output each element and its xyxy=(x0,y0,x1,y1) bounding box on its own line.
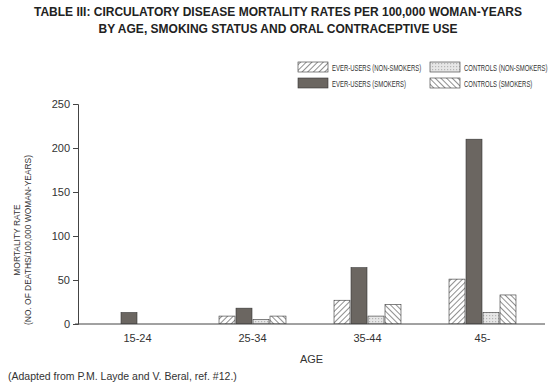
legend-swatch xyxy=(298,78,328,88)
x-tick: 35-44 xyxy=(353,332,381,344)
bar xyxy=(385,305,401,324)
x-tick: 45- xyxy=(475,332,491,344)
y-tick-mark xyxy=(73,192,78,193)
y-tick: 100 xyxy=(52,230,78,242)
legend-label: CONTROLS (NON-SMOKERS) xyxy=(464,63,548,73)
x-tick: 25-34 xyxy=(238,332,266,344)
source-note: (Adapted from P.M. Layde and V. Beral, r… xyxy=(8,370,237,382)
legend-swatch xyxy=(430,62,460,72)
bars xyxy=(121,139,516,324)
bar xyxy=(368,316,384,324)
y-tick-mark xyxy=(73,236,78,237)
bar xyxy=(500,295,516,324)
chart-container: TABLE III: CIRCULATORY DISEASE MORTALITY… xyxy=(0,0,556,386)
x-axis-title: AGE xyxy=(300,353,323,365)
legend-label: EVER-USERS (SMOKERS) xyxy=(332,79,406,89)
bar-series xyxy=(270,295,516,324)
bar xyxy=(351,268,367,324)
x-tick-label: 45- xyxy=(475,332,491,344)
bar xyxy=(334,300,350,324)
legend-label: EVER-USERS (NON-SMOKERS) xyxy=(332,63,421,73)
legend: EVER-USERS (NON-SMOKERS) EVER-USERS (SMOK… xyxy=(298,62,548,89)
x-tick-label: 35-44 xyxy=(353,332,381,344)
y-tick-label: 200 xyxy=(52,142,70,154)
bar xyxy=(219,316,235,324)
title-line: BY AGE, SMOKING STATUS AND ORAL CONTRACE… xyxy=(99,22,458,36)
bar xyxy=(483,313,499,324)
y-axis-title: MORTALITY RATE xyxy=(11,204,22,275)
y-tick: 200 xyxy=(52,142,78,154)
bar xyxy=(253,320,269,324)
bar-series xyxy=(253,313,499,324)
chart-svg: TABLE III: CIRCULATORY DISEASE MORTALITY… xyxy=(0,0,556,386)
y-tick: 50 xyxy=(58,274,78,286)
y-axis-line xyxy=(73,105,79,325)
y-tick: 150 xyxy=(52,186,78,198)
bar xyxy=(449,279,465,324)
x-tick: 15-24 xyxy=(123,332,151,344)
y-tick-label: 0 xyxy=(64,318,70,330)
bar-series xyxy=(219,279,465,324)
y-axis-title: (NO. OF DEATHS/100,000 WOMAN-YEARS) xyxy=(22,155,33,325)
y-tick-mark xyxy=(73,280,78,281)
y-tick-mark xyxy=(73,148,78,149)
x-axis-line xyxy=(75,324,545,325)
legend-swatch xyxy=(430,78,460,88)
y-tick: 250 xyxy=(52,98,78,110)
bar-series xyxy=(121,139,482,324)
y-tick-label: 100 xyxy=(52,230,70,242)
y-tick-label: 150 xyxy=(52,186,70,198)
bar xyxy=(270,316,286,324)
x-axis: 15-24 25-34 35-44 45- xyxy=(75,324,545,344)
y-tick-mark xyxy=(73,104,78,105)
y-axis: 0 50 100 150 200 250 xyxy=(52,98,79,330)
y-tick-label: 50 xyxy=(58,274,70,286)
bar xyxy=(466,139,482,324)
legend-label: CONTROLS (SMOKERS) xyxy=(464,79,532,89)
bar xyxy=(236,308,252,324)
legend-swatch xyxy=(298,62,328,72)
title: TABLE III: CIRCULATORY DISEASE MORTALITY… xyxy=(34,5,522,36)
x-tick-label: 15-24 xyxy=(123,332,151,344)
title-line: TABLE III: CIRCULATORY DISEASE MORTALITY… xyxy=(34,5,522,19)
x-tick-label: 25-34 xyxy=(238,332,266,344)
y-tick-label: 250 xyxy=(52,98,70,110)
bar xyxy=(121,313,137,324)
